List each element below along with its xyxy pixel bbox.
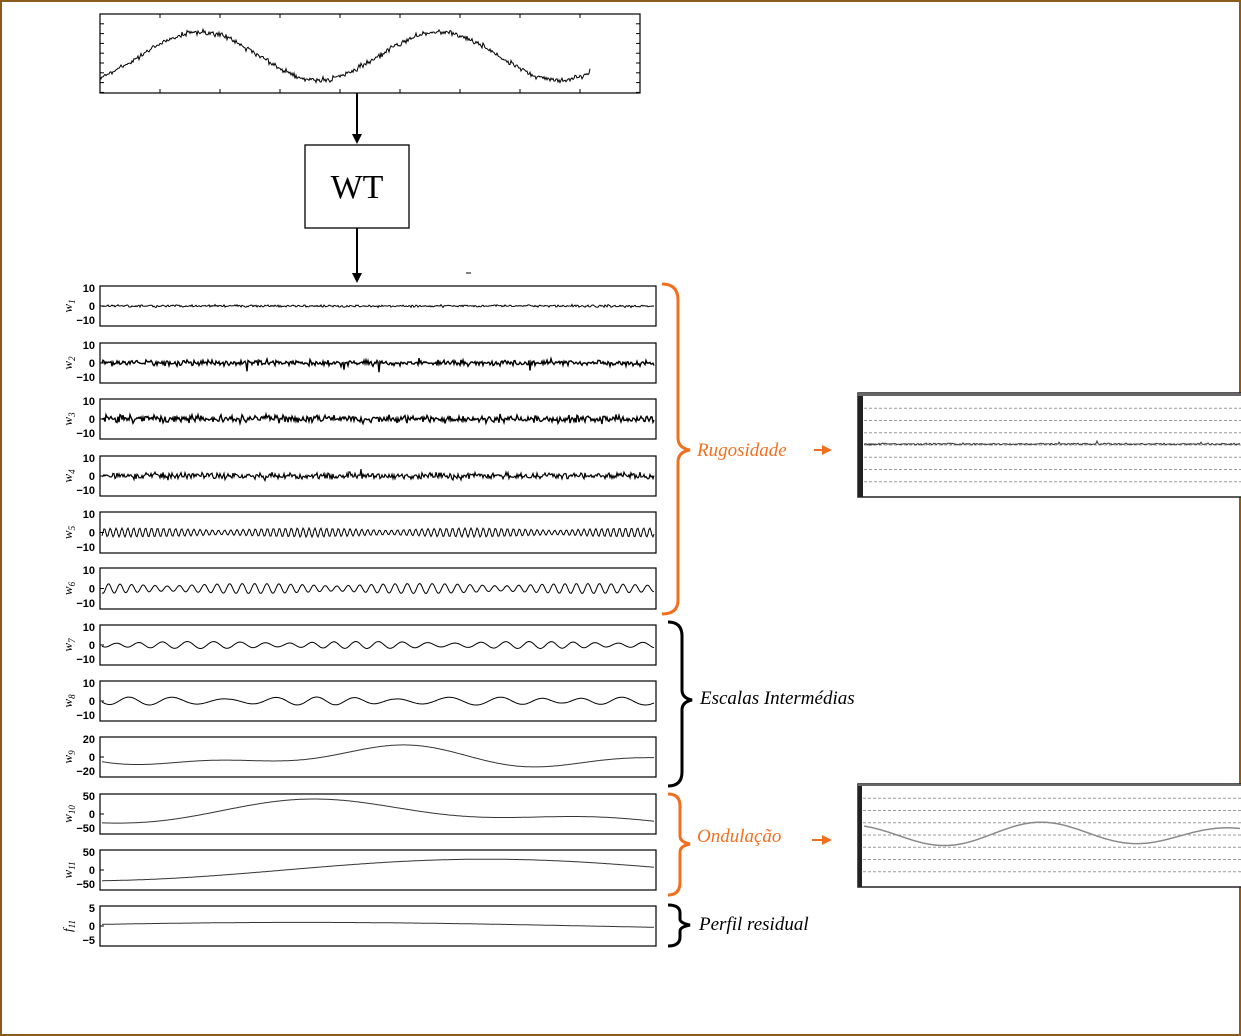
panel-tick-label: 0 — [89, 584, 95, 596]
panel-tick-label: −20 — [76, 766, 95, 778]
panel-tick-label: 50 — [83, 791, 95, 803]
panel-w3: 10 0 −10 w3 — [60, 396, 657, 440]
panel-w10-line — [102, 798, 655, 824]
thumbnail-ondulacao-line — [863, 821, 1241, 847]
panel-w2: 10 0 −10 w2 — [60, 340, 657, 384]
panel-y-label: w7 — [60, 638, 77, 652]
panel-tick-label: 10 — [83, 565, 95, 577]
panel-w1-line — [101, 303, 655, 309]
panel-tick-label: 0 — [89, 301, 95, 313]
panel-tick-label: 10 — [83, 622, 95, 634]
panel-w9: 20 0 −20 w9 — [60, 734, 657, 778]
panel-tick-label: 10 — [83, 453, 95, 465]
original-signal-plot — [99, 13, 641, 94]
panel-tick-label: −10 — [76, 315, 95, 327]
panel-tick-label: 0 — [89, 640, 95, 652]
panel-y-label: w8 — [60, 694, 77, 708]
panel-y-label: w11 — [60, 861, 77, 878]
label-rugosidade: Rugosidade — [696, 440, 787, 461]
panel-tick-label: 0 — [89, 528, 95, 540]
panel-y-label: w1 — [60, 299, 77, 312]
brace-perfil-residual — [667, 903, 691, 948]
panel-tick-label: 50 — [83, 847, 95, 859]
panel-y-label: w3 — [60, 412, 77, 426]
original-signal-ticks — [99, 13, 641, 93]
panel-tick-label: 10 — [83, 509, 95, 521]
brace-escalas-intermedias — [667, 620, 693, 788]
panel-y-label: w9 — [60, 750, 77, 764]
wt-label: WT — [331, 169, 384, 206]
panel-tick-label: 0 — [89, 471, 95, 483]
panel-w6: 10 0 −10 w6 — [60, 565, 657, 610]
panel-w8: 10 0 −10 w8 — [60, 678, 657, 722]
panel-f11-line — [102, 921, 654, 928]
panel-tick-label: −10 — [76, 372, 95, 384]
panel-tick-label: −10 — [76, 598, 95, 610]
label-escalas-intermedias: Escalas Intermédias — [699, 688, 855, 709]
wavelet-panels: 100−10w1100−10w2100−10w3100−10w4100−10w5… — [60, 283, 657, 947]
panel-w4-line — [101, 469, 655, 483]
panel-tick-label: −50 — [76, 879, 95, 891]
panel-w4: 10 0 −10 w4 — [60, 453, 657, 497]
thumbnail-rugosidade-line — [863, 439, 1241, 447]
panel-w11-line — [102, 858, 655, 882]
thumbnail-ondulacao — [857, 783, 1241, 888]
panel-w6-line — [101, 582, 655, 595]
label-ondulacao: Ondulação — [697, 826, 781, 847]
panel-tick-label: 10 — [83, 340, 95, 352]
panel-y-label: w10 — [60, 805, 77, 823]
panel-tick-label: −5 — [82, 935, 95, 947]
brace-ondulacao — [667, 792, 691, 897]
panel-y-label: w6 — [60, 581, 77, 595]
label-perfil-residual: Perfil residual — [698, 914, 809, 935]
panel-tick-label: 0 — [89, 696, 95, 708]
panel-tick-label: 0 — [89, 921, 95, 933]
panel-tick-label: 0 — [89, 752, 95, 764]
panel-tick-label: 10 — [83, 396, 95, 408]
panel-tick-label: −50 — [76, 823, 95, 835]
panel-w9-line — [101, 744, 654, 768]
panel-w5: 10 0 −10 w5 — [60, 509, 657, 554]
panel-w5-line — [101, 526, 655, 539]
panel-tick-label: 10 — [83, 678, 95, 690]
panel-tick-label: 5 — [89, 903, 95, 915]
original-signal-line — [99, 27, 591, 85]
panel-w2-line — [101, 356, 655, 373]
panel-tick-label: 0 — [89, 809, 95, 821]
panel-tick-label: 0 — [89, 358, 95, 370]
panel-w8-line — [101, 696, 655, 706]
panel-tick-label: −10 — [76, 542, 95, 554]
panel-f11: 5 0 −5 f11 — [60, 903, 657, 947]
panel-tick-label: 20 — [83, 734, 95, 746]
panel-tick-label: 10 — [83, 283, 95, 295]
panel-tick-label: −10 — [76, 654, 95, 666]
panel-y-label: w5 — [60, 525, 77, 539]
thumbnail-rugosidade — [857, 392, 1241, 498]
panel-y-label: w4 — [60, 469, 77, 483]
panel-y-label: f11 — [60, 920, 77, 932]
panel-tick-label: 0 — [89, 865, 95, 877]
panel-tick-label: −10 — [76, 710, 95, 722]
brace-rugosidade — [661, 282, 691, 616]
panel-w7-line — [101, 640, 655, 650]
panel-tick-label: 0 — [89, 414, 95, 426]
panel-tick-label: −10 — [76, 428, 95, 440]
panel-tick-label: −10 — [76, 485, 95, 497]
panel-w1: 10 0 −10 w1 — [60, 283, 657, 327]
panel-w7: 10 0 −10 w7 — [60, 622, 657, 666]
wt-box — [304, 144, 410, 229]
panel-w3-line — [101, 411, 655, 427]
panel-y-label: w2 — [60, 356, 77, 370]
